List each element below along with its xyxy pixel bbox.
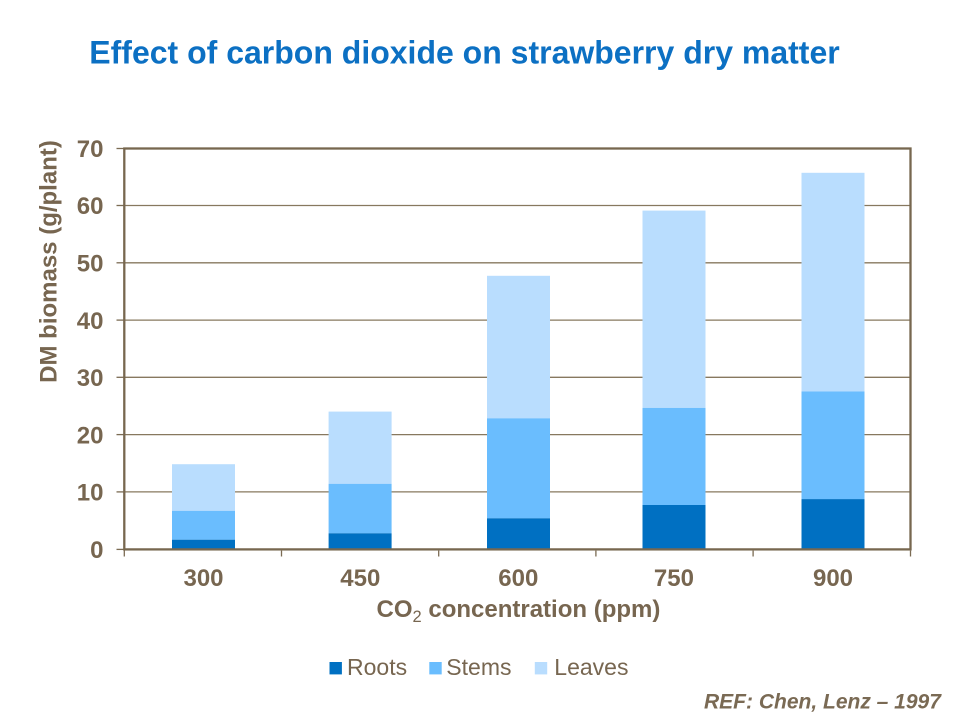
svg-text:0: 0 (90, 537, 103, 564)
svg-text:10: 10 (77, 480, 104, 507)
svg-text:40: 40 (77, 308, 104, 335)
svg-text:Leaves: Leaves (554, 654, 628, 680)
svg-text:30: 30 (77, 365, 104, 392)
svg-text:600: 600 (498, 565, 538, 592)
svg-text:300: 300 (183, 565, 223, 592)
svg-text:60: 60 (77, 193, 104, 220)
svg-text:900: 900 (813, 565, 853, 592)
svg-text:Roots: Roots (347, 654, 407, 680)
svg-text:Effect of carbon dioxide on st: Effect of carbon dioxide on strawberry d… (89, 35, 839, 71)
svg-text:20: 20 (77, 422, 104, 449)
svg-text:70: 70 (77, 136, 104, 163)
svg-text:50: 50 (77, 251, 104, 278)
svg-text:Stems: Stems (446, 654, 511, 680)
svg-text:750: 750 (654, 565, 694, 592)
svg-text:REF: Chen, Lenz – 1997: REF: Chen, Lenz – 1997 (704, 691, 942, 714)
svg-text:CO2 concentration (ppm): CO2 concentration (ppm) (377, 596, 661, 626)
svg-text:450: 450 (340, 565, 380, 592)
svg-text:DM biomass (g/plant): DM biomass (g/plant) (36, 140, 63, 383)
